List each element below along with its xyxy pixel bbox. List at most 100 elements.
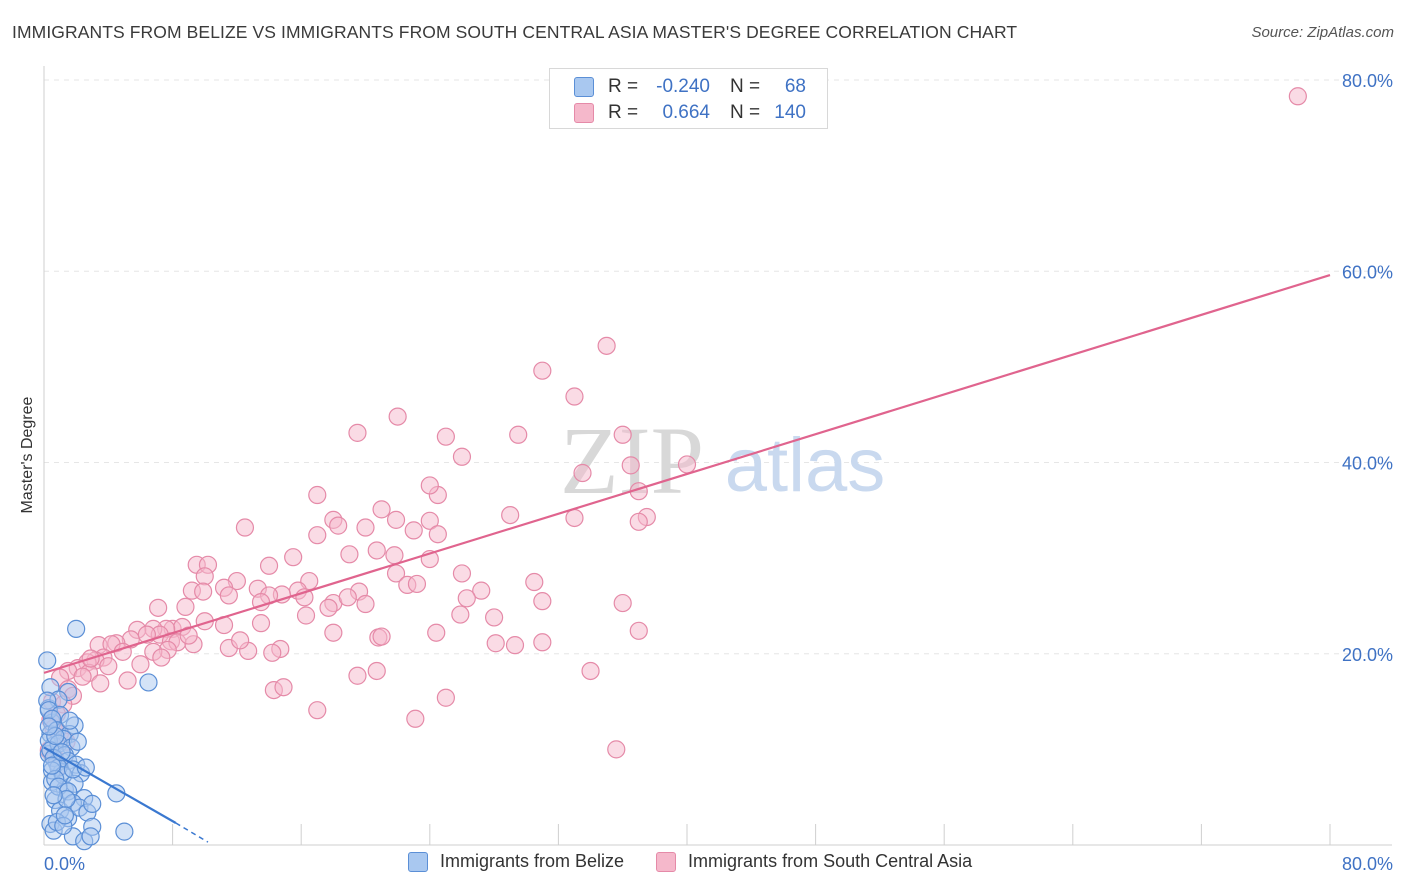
pink-point [525, 572, 544, 592]
pink-point [73, 667, 92, 686]
pink-point [340, 545, 359, 564]
watermark-atlas: atlas [725, 423, 886, 508]
pink-point [629, 512, 648, 531]
blue-point [38, 651, 57, 670]
legend-label: Immigrants from Belize [440, 851, 625, 871]
legend-label: Immigrants from South Central Asia [688, 851, 973, 871]
pink-point [427, 623, 446, 642]
pink-point [219, 586, 238, 605]
blue-point [139, 673, 158, 692]
legend-item-south-central-asia[interactable]: Immigrants from South Central Asia [656, 851, 972, 872]
blue-point [115, 822, 134, 841]
y-tick-label: 20.0% [1342, 645, 1393, 665]
pink-point [613, 593, 632, 613]
chart-title: IMMIGRANTS FROM BELIZE VS IMMIGRANTS FRO… [12, 22, 1018, 42]
pink-point [436, 427, 455, 446]
pink-point [420, 511, 439, 530]
pink-point [324, 623, 343, 642]
pink-point [457, 589, 476, 608]
pink-point [259, 556, 279, 575]
pink-point [195, 567, 214, 586]
pink-point [388, 407, 407, 426]
blue-point [44, 786, 63, 805]
pink-point [509, 425, 528, 444]
pink-point [131, 655, 150, 674]
blue-point [60, 711, 79, 730]
pink-point [367, 661, 386, 681]
pink-point [274, 678, 293, 697]
pink-point [677, 455, 697, 474]
pink-point [452, 564, 472, 583]
y-tick-label: 40.0% [1342, 454, 1393, 474]
r-value: 0.664 [662, 102, 710, 123]
blue-series-points [38, 619, 158, 851]
pink-point [573, 463, 592, 483]
pink-point [486, 634, 505, 653]
pink-point [565, 508, 584, 528]
pink-point [472, 581, 491, 600]
r-label: R = [608, 76, 639, 97]
pink-point [501, 505, 520, 525]
stats-legend-box: R = -0.240 N = 68 R = 0.664 N = 140 [549, 68, 828, 129]
pink-swatch [574, 103, 594, 123]
blue-point [83, 794, 102, 813]
axes [43, 66, 1392, 846]
blue-point [55, 806, 74, 825]
pink-point [308, 485, 327, 505]
chart-legend: Immigrants from Belize Immigrants from S… [408, 851, 1004, 872]
y-tick-label: 80.0% [1342, 71, 1393, 91]
pink-point [485, 608, 504, 627]
pink-point [629, 621, 648, 640]
pink-point [176, 597, 195, 616]
pink-point [251, 614, 271, 633]
y-tick-label: 60.0% [1342, 262, 1393, 282]
pink-point [308, 526, 327, 545]
pink-point [372, 500, 391, 519]
pink-point [581, 661, 600, 681]
x-tick-label: 80.0% [1342, 854, 1393, 874]
pink-point [338, 588, 357, 607]
r-value: -0.240 [656, 76, 710, 97]
x-tick-label: 0.0% [44, 854, 85, 874]
pink-point [348, 666, 367, 685]
blue-point [81, 827, 100, 846]
pink-point [356, 518, 375, 537]
pink-trend-line [43, 274, 1331, 674]
pink-point [452, 447, 472, 466]
pink-point [436, 688, 455, 707]
trend-lines [43, 274, 1331, 843]
pink-point [533, 592, 552, 611]
stats-row-blue: R = -0.240 N = 68 [574, 74, 806, 100]
blue-point [42, 756, 62, 775]
pink-point [621, 456, 640, 475]
blue-trend-extension [175, 822, 209, 843]
pink-point [386, 510, 406, 529]
pink-point [533, 361, 552, 380]
pink-point [231, 631, 250, 650]
pink-point [91, 674, 110, 693]
pink-point [565, 387, 584, 406]
pink-point [597, 336, 616, 355]
pink-point [367, 541, 386, 560]
pink-point [348, 423, 367, 442]
n-value: 68 [784, 76, 806, 97]
blue-trend-line [43, 746, 177, 824]
pink-point [118, 671, 137, 690]
pink-point [152, 648, 171, 667]
n-value: 140 [774, 102, 806, 123]
pink-point [319, 598, 338, 617]
pink-point [372, 627, 391, 646]
pink-point [385, 546, 404, 565]
pink-point [263, 643, 282, 662]
legend-item-belize[interactable]: Immigrants from Belize [408, 851, 624, 872]
pink-point [308, 701, 327, 720]
pink-point [420, 476, 439, 495]
source-label: Source: ZipAtlas.com [1251, 24, 1394, 41]
pink-point [99, 657, 118, 676]
stats-row-pink: R = 0.664 N = 140 [574, 100, 806, 126]
pink-point [284, 548, 303, 567]
pink-point [505, 636, 525, 655]
pink-point [533, 633, 552, 652]
pink-point [356, 594, 375, 614]
